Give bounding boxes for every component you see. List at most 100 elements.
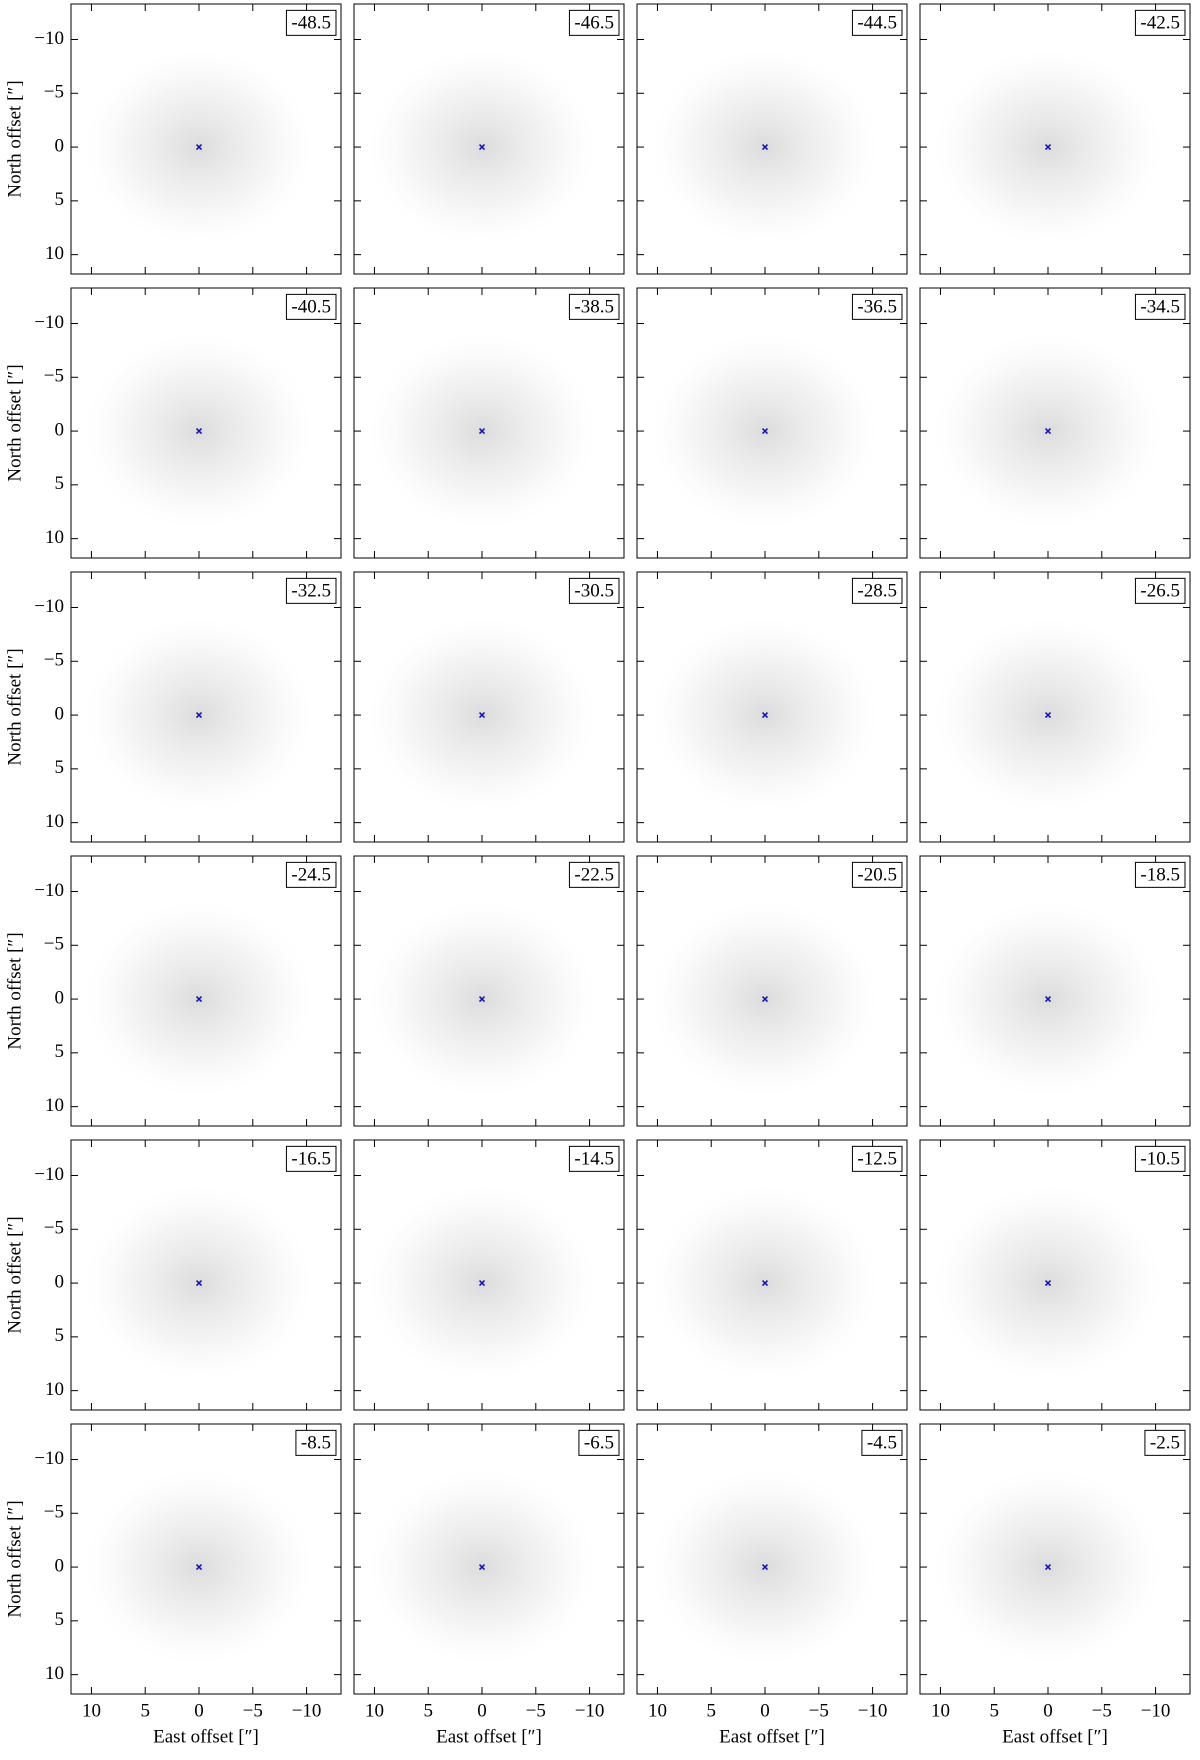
x-axis-label: East offset [″] <box>1002 1726 1108 1747</box>
x-axis-label: East offset [″] <box>719 1726 825 1747</box>
y-tick-label: −5 <box>44 934 64 955</box>
velocity-label: -46.5 <box>574 12 614 33</box>
x-tick-label: −10 <box>292 1700 322 1721</box>
y-tick-label: 0 <box>55 1555 65 1576</box>
velocity-label-box <box>1134 577 1186 604</box>
velocity-label-box <box>295 1429 337 1456</box>
velocity-label: -48.5 <box>291 12 331 33</box>
panel: -44.5 <box>636 3 908 275</box>
panel: -42.5 <box>919 3 1191 275</box>
panel: -20.5 <box>636 855 908 1127</box>
velocity-label-box <box>568 861 620 888</box>
velocity-label-box <box>851 1145 903 1172</box>
velocity-label: -24.5 <box>291 864 331 885</box>
velocity-label-box <box>1134 293 1186 320</box>
y-tick-label: 5 <box>55 1609 65 1630</box>
panel: -38.5 <box>353 287 625 559</box>
panel: −10 −5 0 5 10 -24.5 North offset [″] <box>4 855 342 1127</box>
star-marker <box>195 996 203 1003</box>
panel: -22.5 <box>353 855 625 1127</box>
x-tick-label: 10 <box>365 1700 384 1721</box>
star-marker <box>761 996 769 1003</box>
y-axis-label: North offset [″] <box>4 364 25 481</box>
x-tick-label: 10 <box>931 1700 950 1721</box>
panel: 10 5 0 −5 −10 −10 −5 0 5 10 -8.5 North offset [″] Ea… <box>4 1423 342 1747</box>
x-tick-label: 0 <box>760 1700 770 1721</box>
panel: -14.5 <box>353 1139 625 1411</box>
velocity-label-box <box>861 1429 903 1456</box>
x-tick-label: −10 <box>575 1700 605 1721</box>
x-tick-label: −5 <box>526 1700 546 1721</box>
y-tick-label: 10 <box>45 1379 64 1400</box>
velocity-label-box <box>1134 1145 1186 1172</box>
velocity-label: -12.5 <box>857 1148 897 1169</box>
velocity-label: -36.5 <box>857 296 897 317</box>
velocity-label-box <box>1134 9 1186 36</box>
y-axis-label: North offset [″] <box>4 80 25 197</box>
velocity-label: -14.5 <box>574 1148 614 1169</box>
velocity-label: -18.5 <box>1140 864 1180 885</box>
x-tick-label: 0 <box>1043 1700 1053 1721</box>
panel: -26.5 <box>919 571 1191 843</box>
star-marker <box>195 1280 203 1287</box>
panel: −10 −5 0 5 10 -16.5 North offset [″] <box>4 1139 342 1411</box>
x-tick-label: 5 <box>989 1700 999 1721</box>
velocity-label-box <box>285 1145 337 1172</box>
y-tick-label: −10 <box>34 312 64 333</box>
y-tick-label: 5 <box>55 1041 65 1062</box>
x-tick-label: −10 <box>1141 1700 1171 1721</box>
star-marker <box>761 712 769 719</box>
star-marker <box>195 1564 203 1571</box>
velocity-label: -26.5 <box>1140 580 1180 601</box>
y-axis-label: North offset [″] <box>4 1500 25 1617</box>
x-tick-label: 10 <box>82 1700 101 1721</box>
panel: -28.5 <box>636 571 908 843</box>
star-marker <box>761 1564 769 1571</box>
panel: -18.5 <box>919 855 1191 1127</box>
star-marker <box>478 1564 486 1571</box>
velocity-label: -20.5 <box>857 864 897 885</box>
x-tick-label: 5 <box>706 1700 716 1721</box>
velocity-label: -4.5 <box>867 1432 897 1453</box>
y-tick-label: 10 <box>45 527 64 548</box>
panel: 10 5 0 −5 −10 -2.5 East offset [″] <box>919 1423 1191 1747</box>
velocity-label-box <box>851 293 903 320</box>
velocity-label: -8.5 <box>301 1432 331 1453</box>
star-marker <box>1044 1280 1052 1287</box>
x-tick-label: 5 <box>140 1700 150 1721</box>
y-tick-label: −5 <box>44 650 64 671</box>
y-tick-label: 0 <box>55 419 65 440</box>
panel: −10 −5 0 5 10 -48.5 North offset [″] <box>4 3 342 275</box>
velocity-label-box <box>568 9 620 36</box>
velocity-label-box <box>851 9 903 36</box>
y-tick-label: 5 <box>55 473 65 494</box>
velocity-label: -42.5 <box>1140 12 1180 33</box>
panel: -10.5 <box>919 1139 1191 1411</box>
star-marker <box>478 144 486 151</box>
velocity-label: -30.5 <box>574 580 614 601</box>
star-marker <box>761 428 769 435</box>
velocity-label-box <box>285 293 337 320</box>
velocity-label-box <box>568 293 620 320</box>
x-tick-label: −10 <box>858 1700 888 1721</box>
star-marker <box>761 1280 769 1287</box>
y-tick-label: 10 <box>45 811 64 832</box>
velocity-label: -34.5 <box>1140 296 1180 317</box>
y-tick-label: 0 <box>55 987 65 1008</box>
velocity-label-box <box>568 577 620 604</box>
velocity-label: -16.5 <box>291 1148 331 1169</box>
panel: 10 5 0 −5 −10 -6.5 East offset [″] <box>353 1423 625 1747</box>
velocity-label: -40.5 <box>291 296 331 317</box>
star-marker <box>1044 996 1052 1003</box>
y-tick-label: 10 <box>45 1663 64 1684</box>
y-tick-label: −10 <box>34 880 64 901</box>
x-tick-label: −5 <box>1092 1700 1112 1721</box>
velocity-label: -2.5 <box>1150 1432 1180 1453</box>
panel: -46.5 <box>353 3 625 275</box>
y-tick-label: 10 <box>45 243 64 264</box>
y-tick-label: −5 <box>44 366 64 387</box>
x-axis-label: East offset [″] <box>436 1726 542 1747</box>
star-marker <box>1044 712 1052 719</box>
y-tick-label: −10 <box>34 596 64 617</box>
y-tick-label: −10 <box>34 28 64 49</box>
